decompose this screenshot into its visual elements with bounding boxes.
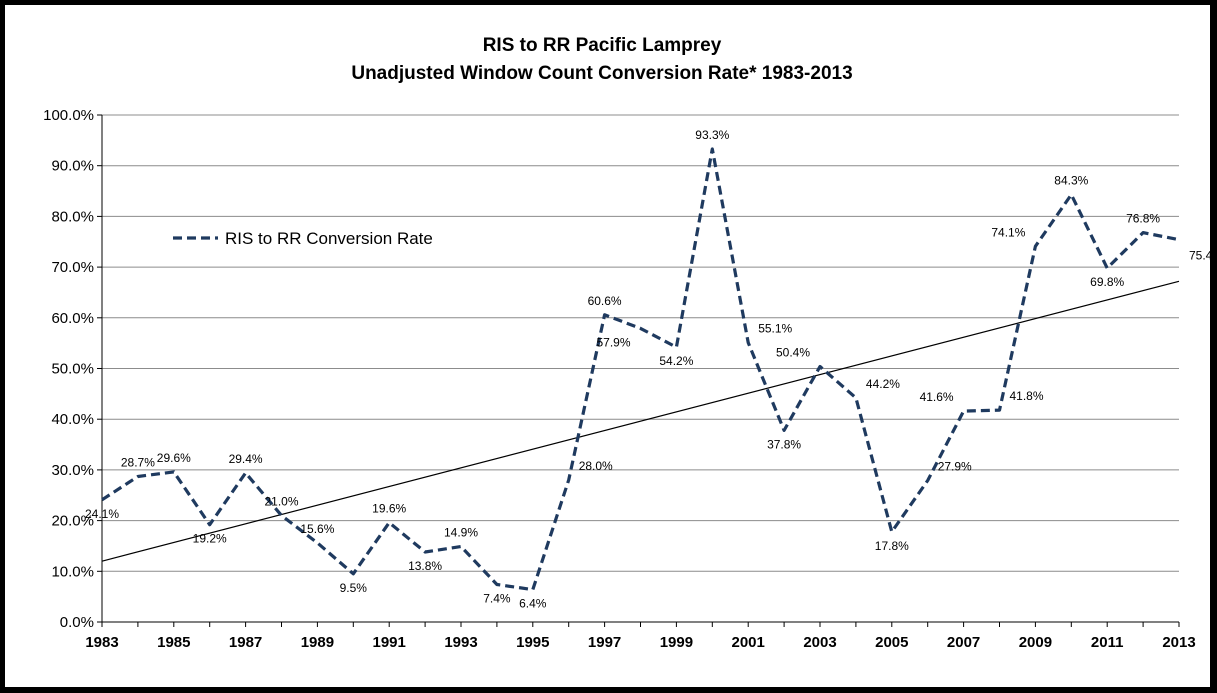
x-tick-label: 1995 [516, 634, 549, 651]
data-label: 28.7% [121, 455, 155, 469]
y-tick-label: 0.0% [60, 614, 94, 631]
data-label: 69.8% [1090, 275, 1124, 289]
legend: RIS to RR Conversion Rate [173, 229, 433, 248]
data-label: 29.4% [229, 452, 263, 466]
data-label: 93.3% [695, 128, 729, 142]
x-tick-label: 1985 [157, 634, 190, 651]
data-label: 24.1% [85, 507, 119, 521]
x-tick-label: 1987 [229, 634, 262, 651]
data-label: 75.4% [1189, 249, 1210, 263]
x-tick-label: 1999 [660, 634, 693, 651]
data-label: 55.1% [758, 322, 792, 336]
x-tick-label: 1983 [85, 634, 118, 651]
data-label: 7.4% [483, 591, 511, 605]
y-tick-label: 20.0% [51, 513, 94, 530]
data-label: 50.4% [776, 345, 810, 359]
series-line [101, 147, 1180, 592]
data-label: 19.6% [372, 502, 406, 516]
grid-layer [102, 114, 1179, 572]
data-label: 14.9% [444, 525, 478, 539]
trend-layer [101, 280, 1180, 562]
x-tick-label: 2009 [1019, 634, 1052, 651]
chart-panel: RIS to RR Pacific Lamprey Unadjusted Win… [5, 5, 1210, 687]
y-tick-label: 70.0% [51, 259, 94, 276]
y-tick-label: 60.0% [51, 310, 94, 327]
data-label: 41.8% [1010, 389, 1044, 403]
trend-line [101, 280, 1180, 562]
x-tick-label: 1991 [373, 634, 406, 651]
data-label: 21.0% [264, 495, 298, 509]
x-tick-label: 2007 [947, 634, 980, 651]
x-tick-label: 1993 [444, 634, 477, 651]
x-tick-label: 2001 [732, 634, 765, 651]
data-label: 84.3% [1054, 174, 1088, 188]
x-tick-label: 1997 [588, 634, 621, 651]
x-tick-label: 2011 [1091, 634, 1124, 651]
data-label-layer: 24.1% 28.7% 29.6% 19.2% 29.4% 21.0%15.6% 9.5% 1… [85, 128, 1210, 611]
x-tick-label: 1989 [301, 634, 334, 651]
x-tick-label: 2005 [875, 634, 908, 651]
data-label: 54.2% [659, 354, 693, 368]
data-label: 29.6% [157, 451, 191, 465]
x-tick-label: 2003 [803, 634, 836, 651]
data-label: 57.9% [596, 335, 630, 349]
data-label: 28.0% [579, 459, 613, 473]
data-label: 13.8% [408, 559, 442, 573]
y-tick-label: 10.0% [51, 563, 94, 580]
y-tick-label: 40.0% [51, 411, 94, 428]
data-label: 15.6% [300, 522, 334, 536]
data-label: 74.1% [991, 225, 1025, 239]
chart-title: RIS to RR Pacific Lamprey [483, 35, 722, 56]
y-tick-label: 50.0% [51, 361, 94, 378]
data-label: 17.8% [875, 539, 909, 553]
data-label: 37.8% [767, 437, 801, 451]
y-tick-label: 30.0% [51, 462, 94, 479]
data-label: 6.4% [519, 597, 547, 611]
y-tick-label: 100.0% [43, 107, 94, 124]
legend-label: RIS to RR Conversion Rate [225, 229, 433, 248]
data-label: 27.9% [938, 460, 972, 474]
data-label: 19.2% [193, 532, 227, 546]
data-label: 41.6% [920, 390, 954, 404]
chart-svg: RIS to RR Pacific Lamprey Unadjusted Win… [43, 35, 1210, 651]
x-tick-label: 2013 [1162, 634, 1195, 651]
data-label: 76.8% [1126, 212, 1160, 226]
data-label: 60.6% [588, 294, 622, 308]
y-tick-label: 80.0% [51, 208, 94, 225]
data-label: 9.5% [340, 581, 368, 595]
chart-subtitle: Unadjusted Window Count Conversion Rate*… [351, 63, 852, 84]
data-label: 44.2% [866, 377, 900, 391]
y-tick-label: 90.0% [51, 158, 94, 175]
axis-layer: 0.0% 10.0% 20.0% 30.0% 40.0% 50.0% 60.0% 70.0% 8… [43, 107, 1196, 651]
series-layer [101, 147, 1180, 592]
